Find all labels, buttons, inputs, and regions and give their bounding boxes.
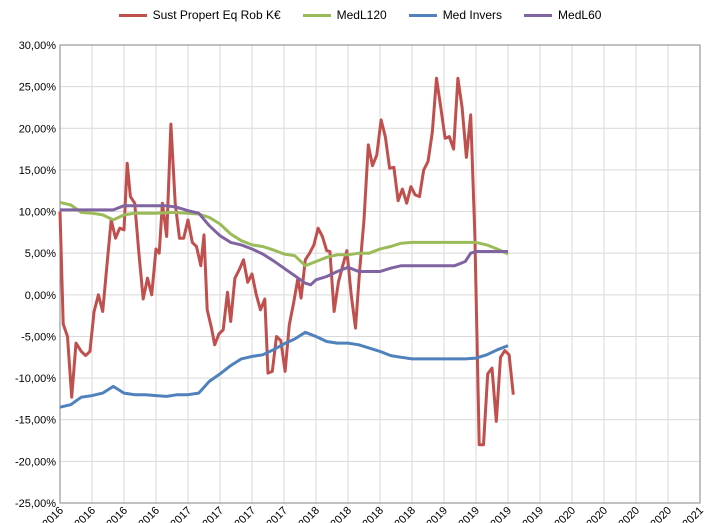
y-tick-label: 20,00% bbox=[19, 123, 57, 135]
series-lines bbox=[58, 76, 515, 447]
y-tick-label: 25,00% bbox=[19, 82, 57, 94]
y-tick-label: -15,00% bbox=[15, 415, 56, 427]
legend-item: MedL120 bbox=[302, 8, 387, 22]
axes bbox=[59, 44, 701, 504]
legend-label: Sust Propert Eq Rob K€ bbox=[152, 8, 281, 22]
legend-swatch bbox=[524, 13, 553, 17]
series-line-3 bbox=[60, 204, 508, 287]
y-tick-label: -20,00% bbox=[15, 456, 56, 468]
y-tick-label: -10,00% bbox=[15, 373, 56, 385]
legend-swatch bbox=[118, 13, 147, 17]
gridlines bbox=[59, 44, 701, 504]
legend-swatch bbox=[408, 13, 437, 17]
series-line-1 bbox=[59, 200, 509, 268]
y-tick-label: 0,00% bbox=[25, 290, 56, 302]
series-line-2 bbox=[59, 330, 509, 409]
y-tick-label: 5,00% bbox=[25, 248, 56, 260]
series-line-0 bbox=[58, 76, 515, 447]
legend-label: MedL120 bbox=[336, 8, 387, 22]
y-tick-label: -25,00% bbox=[15, 498, 56, 510]
y-tick-label: 10,00% bbox=[19, 207, 57, 219]
y-tick-label: -5,00% bbox=[21, 331, 56, 343]
plot-border bbox=[59, 44, 701, 504]
legend-item: Med Invers bbox=[408, 8, 503, 22]
x-axis-ticks: 1/01/20161/04/20161/07/20161/10/20161/01… bbox=[23, 505, 706, 523]
legend-label: Med Invers bbox=[442, 8, 503, 22]
y-tick-label: 15,00% bbox=[19, 165, 57, 177]
y-axis-ticks: 30,00% 25,00% 20,00% 15,00% 10,00% 5,00% 0,00%… bbox=[15, 40, 56, 510]
legend-item: Sust Propert Eq Rob K€ bbox=[118, 8, 281, 22]
legend: Sust Propert Eq Rob K€ MedL120 Med Invers M… bbox=[0, 8, 720, 22]
legend-label: MedL60 bbox=[558, 8, 602, 22]
legend-swatch bbox=[302, 13, 331, 17]
legend-item: MedL60 bbox=[524, 8, 601, 22]
y-tick-label: 30,00% bbox=[19, 40, 57, 52]
